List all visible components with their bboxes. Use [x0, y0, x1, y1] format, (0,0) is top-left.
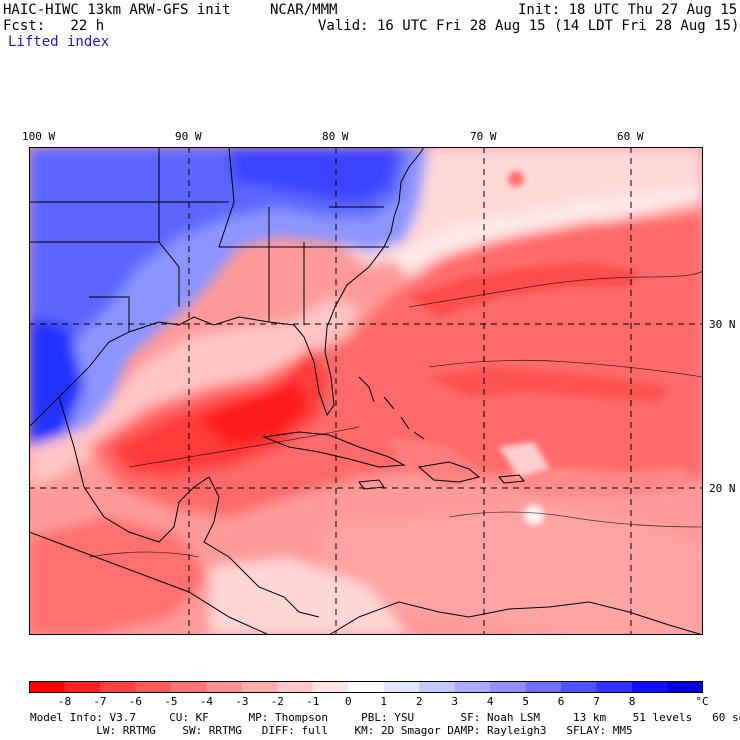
forecast-hour: Fcst: 22 h	[3, 18, 105, 34]
colorbar-swatch	[206, 681, 243, 693]
colorbar-swatch	[170, 681, 207, 693]
valid-time: Valid: 16 UTC Fri 28 Aug 15 (14 LDT Fri …	[318, 18, 740, 34]
colorbar-tick-label: -1	[306, 695, 320, 708]
colorbar-tick-label: -5	[164, 695, 178, 708]
colorbar-tick-label: -2	[270, 695, 284, 708]
lifted-index-map	[29, 147, 703, 635]
colorbar-swatch	[419, 681, 456, 693]
colorbar-swatch	[454, 681, 491, 693]
lon-label-70w: 70 W	[470, 130, 497, 143]
colorbar-tick-label: -8	[57, 695, 72, 708]
colorbar-tick-label: -6	[128, 695, 143, 708]
colorbar-tick-label: 6	[557, 695, 565, 708]
colorbar	[29, 681, 703, 693]
colorbar-swatch	[135, 681, 172, 693]
colorbar-swatch	[383, 681, 420, 693]
graticule	[29, 147, 703, 635]
colorbar-swatch	[596, 681, 633, 693]
lat-label-20n: 20 N	[709, 482, 736, 495]
colorbar-tick-label: 1	[380, 695, 388, 708]
colorbar-swatch	[525, 681, 562, 693]
colorbar-swatch	[561, 681, 598, 693]
colorbar-unit: °C	[695, 695, 709, 708]
lon-label-90w: 90 W	[175, 130, 202, 143]
colorbar-tick-label: 4	[486, 695, 494, 708]
lon-label-80w: 80 W	[322, 130, 349, 143]
colorbar-tick-label: 5	[522, 695, 529, 708]
model-info-line2: LW: RRTMG SW: RRTMG DIFF: full KM: 2D Sm…	[30, 724, 633, 737]
colorbar-tick-label: 8	[628, 695, 636, 708]
colorbar-swatch	[348, 681, 385, 693]
coastlines	[29, 147, 703, 635]
colorbar-swatch	[241, 681, 278, 693]
model-title: HAIC-HIWC 13km ARW-GFS init	[3, 2, 231, 18]
colorbar-swatch	[632, 681, 669, 693]
lon-label-100w: 100 W	[22, 130, 56, 143]
colorbar-tick-label: 7	[593, 695, 600, 708]
lon-label-60w: 60 W	[617, 130, 644, 143]
field-name: Lifted index	[8, 34, 110, 50]
init-time: Init: 18 UTC Thu 27 Aug 15	[518, 2, 738, 18]
colorbar-swatch	[490, 681, 527, 693]
colorbar-tick-label: 0	[344, 695, 352, 708]
colorbar-swatch	[667, 681, 703, 693]
colorbar-tick-label: 2	[415, 695, 423, 708]
lat-label-30n: 30 N	[709, 318, 736, 331]
org-label: NCAR/MMM	[270, 2, 338, 18]
colorbar-swatch	[312, 681, 349, 693]
colorbar-swatch	[99, 681, 136, 693]
colorbar-swatch	[277, 681, 314, 693]
model-info-line1: Model Info: V3.7 CU: KF MP: Thompson PBL…	[30, 711, 740, 724]
colorbar-swatch	[64, 681, 101, 693]
colorbar-tick-label: -3	[235, 695, 249, 708]
colorbar-tick-label: -7	[93, 695, 107, 708]
colorbar-swatch	[29, 681, 65, 693]
colorbar-tick-label: -4	[199, 695, 213, 708]
colorbar-tick-label: 3	[451, 695, 458, 708]
